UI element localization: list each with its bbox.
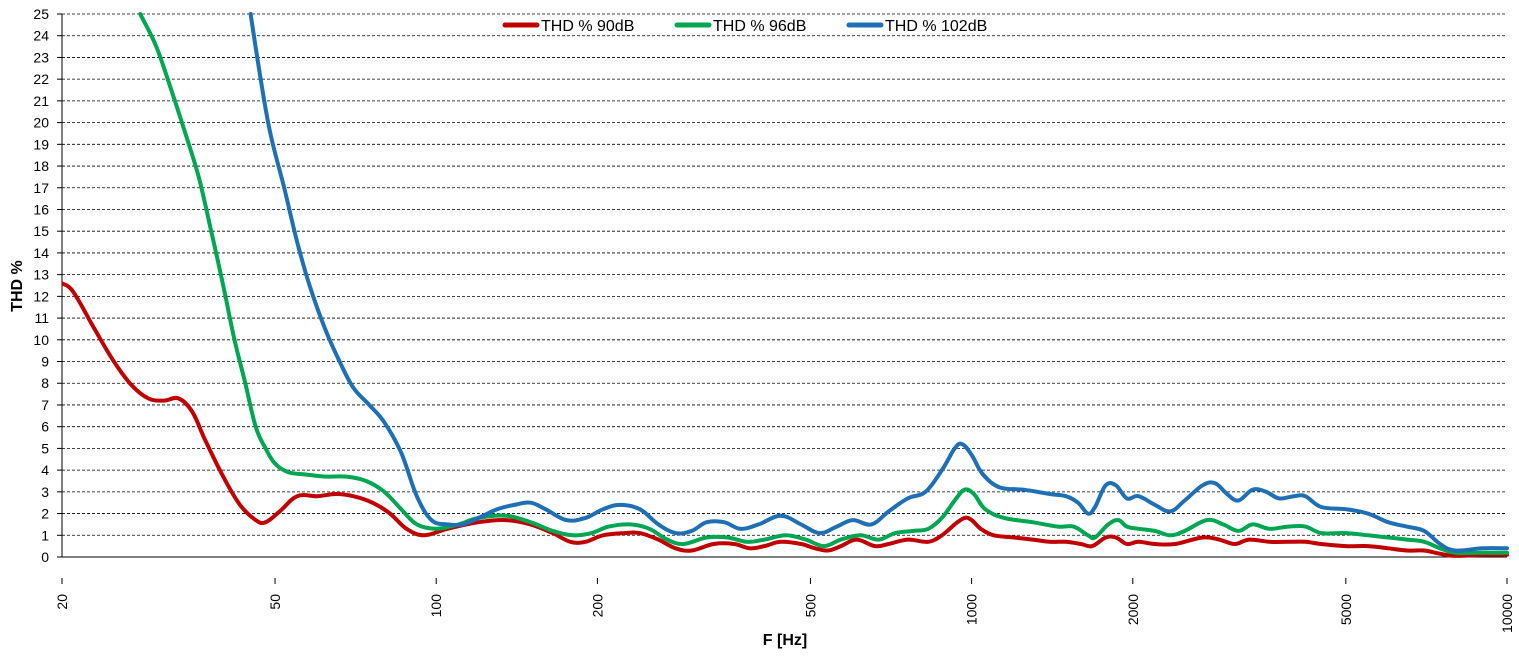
y-tick-label-19: 19 — [33, 136, 49, 152]
y-tick-label-10: 10 — [33, 332, 49, 348]
x-tick-label-5000: 5000 — [1338, 594, 1354, 625]
x-tick-label-10000: 10000 — [1499, 594, 1515, 633]
legend-label-1: THD % 90dB — [541, 18, 634, 35]
legend-label-3: THD % 102dB — [885, 18, 987, 35]
x-axis-title: F [Hz] — [763, 632, 807, 649]
y-tick-label-2: 2 — [41, 506, 49, 522]
y-axis-tick-labels: 0123456789101112131415161718192021222324… — [33, 6, 49, 565]
y-tick-label-5: 5 — [41, 440, 49, 456]
gridlines — [62, 13, 1507, 536]
y-tick-label-6: 6 — [41, 419, 49, 435]
series-lines — [62, 12, 1509, 558]
y-tick-label-8: 8 — [41, 375, 49, 391]
y-tick-label-20: 20 — [33, 115, 49, 131]
y-tick-label-16: 16 — [33, 201, 49, 217]
y-tick-label-22: 22 — [33, 71, 49, 87]
y-tick-label-15: 15 — [33, 223, 49, 239]
y-tick-label-17: 17 — [33, 180, 49, 196]
axes — [57, 13, 1508, 584]
y-tick-label-3: 3 — [41, 484, 49, 500]
y-tick-label-25: 25 — [33, 6, 49, 22]
series-line-1 — [62, 281, 1509, 558]
legend: THD % 90dB THD % 96dB THD % 102dB — [502, 18, 987, 35]
x-tick-label-2000: 2000 — [1125, 594, 1141, 625]
y-tick-label-21: 21 — [33, 93, 49, 109]
x-axis-tick-labels: 20 50 100 200 500 1000 2000 5000 10000 — [54, 594, 1515, 633]
x-tick-label-500: 500 — [802, 594, 818, 618]
legend-label-2: THD % 96dB — [713, 18, 806, 35]
x-tick-label-200: 200 — [589, 594, 605, 618]
series-line-2 — [138, 12, 1509, 556]
series-line-3 — [248, 12, 1509, 553]
y-tick-label-23: 23 — [33, 49, 49, 65]
y-tick-label-24: 24 — [33, 28, 49, 44]
y-tick-label-12: 12 — [33, 288, 49, 304]
y-tick-label-9: 9 — [41, 354, 49, 370]
y-tick-label-14: 14 — [33, 245, 49, 261]
y-tick-label-13: 13 — [33, 267, 49, 283]
y-axis-title: THD % — [9, 260, 26, 312]
y-tick-label-4: 4 — [41, 462, 49, 478]
y-tick-label-18: 18 — [33, 158, 49, 174]
y-tick-label-1: 1 — [41, 527, 49, 543]
x-tick-label-20: 20 — [54, 594, 70, 610]
x-tick-label-100: 100 — [428, 594, 444, 618]
x-tick-label-50: 50 — [267, 594, 283, 610]
y-tick-label-0: 0 — [41, 549, 49, 565]
y-tick-label-11: 11 — [34, 310, 49, 326]
y-tick-label-7: 7 — [41, 397, 49, 413]
x-tick-label-1000: 1000 — [964, 594, 980, 625]
